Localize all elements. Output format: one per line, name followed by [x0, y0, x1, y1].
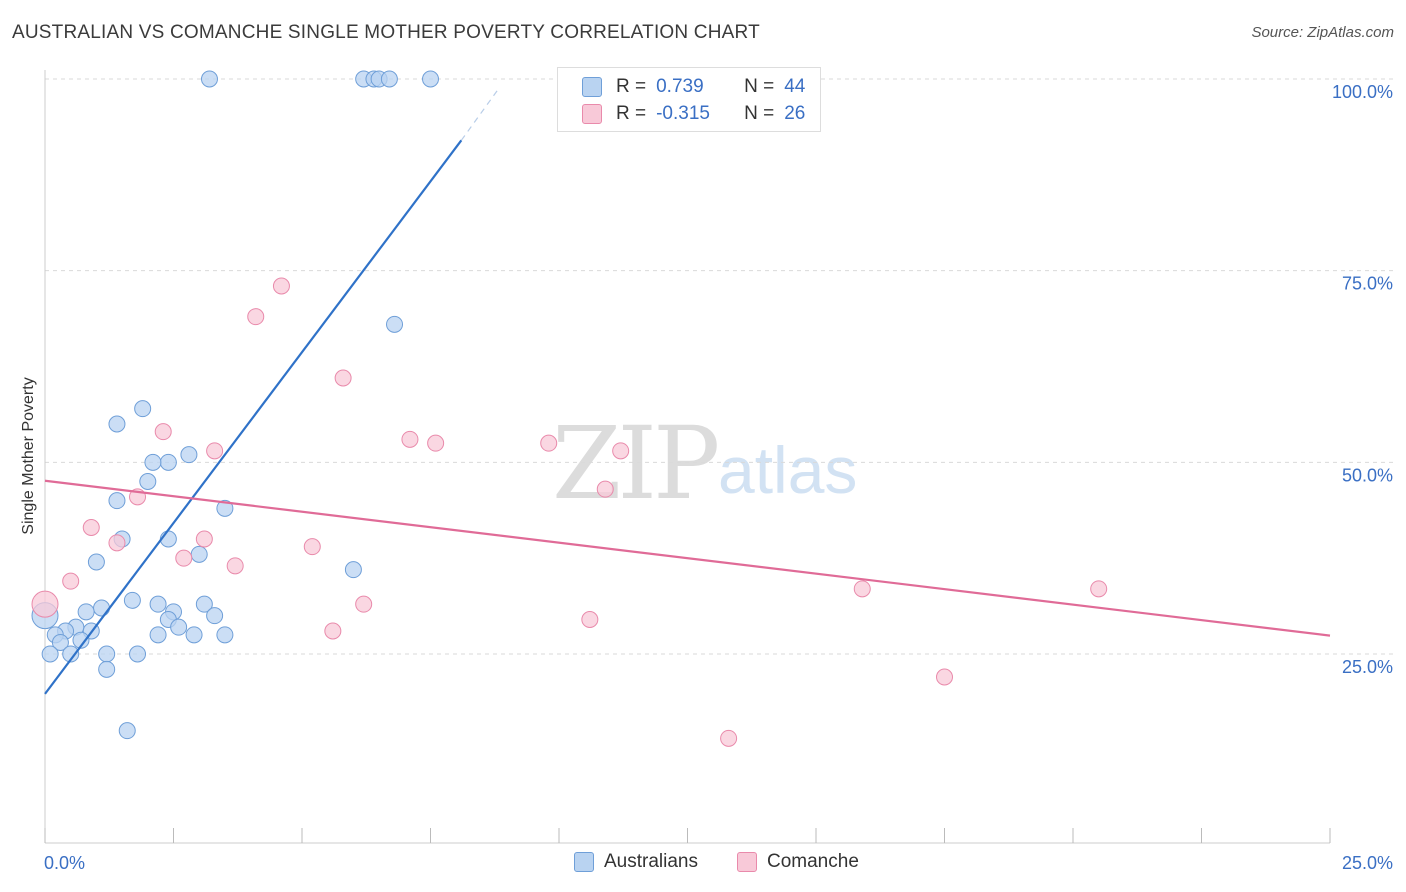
watermark-atlas: atlas [718, 433, 858, 507]
y-tick-label: 25.0% [1342, 657, 1393, 677]
comanche-swatch [582, 104, 602, 124]
australians-point [195, 595, 213, 613]
comanche-point [581, 611, 599, 628]
australians-trendline [44, 139, 463, 695]
australians-point [344, 561, 362, 579]
comanche-point [82, 519, 100, 536]
x-tick-label: 25.0% [1342, 853, 1393, 873]
y-tick-label: 100.0% [1332, 82, 1393, 102]
australians-point [380, 70, 398, 88]
australians-point [139, 473, 157, 490]
australians-point [51, 634, 69, 651]
comanche-point [324, 622, 342, 640]
comanche-point [427, 434, 445, 452]
australians-point [149, 626, 167, 644]
comanche-point [612, 442, 630, 460]
australians-point [180, 446, 198, 464]
australians-point [144, 453, 162, 471]
australians-point [108, 415, 126, 433]
comanche-point [226, 557, 244, 575]
comanche-point [334, 369, 352, 387]
australians-point [77, 603, 95, 621]
n-label: N = [744, 76, 775, 97]
australians-point [159, 453, 177, 471]
n-value: 26 [784, 103, 806, 124]
comanche-point [540, 434, 558, 452]
legend-row-comanche: R = -0.315 N = 26 [582, 102, 805, 126]
x-tick-label: 0.0% [44, 853, 85, 873]
comanche-point [853, 580, 871, 598]
comanche-point [62, 572, 80, 590]
r-value: 0.739 [656, 76, 704, 97]
australians-point [62, 645, 80, 663]
australians-point [386, 315, 404, 333]
australians-point [87, 553, 105, 571]
australians-point [190, 545, 208, 563]
comanche-point [720, 729, 738, 747]
comanche-trendline [44, 479, 1331, 637]
comanche-point [1090, 580, 1108, 598]
australians-point [98, 645, 116, 663]
comanche-point [195, 530, 213, 548]
comanche-label: Comanche [767, 851, 859, 872]
comanche-point [247, 308, 265, 326]
comanche-point [154, 423, 172, 441]
comanche-point [272, 277, 290, 295]
australians-point [149, 595, 167, 613]
y-tick-label: 50.0% [1342, 465, 1393, 485]
comanche-swatch [737, 852, 757, 872]
comanche-point [31, 590, 59, 618]
australians-point [134, 400, 152, 418]
australians-point [72, 631, 90, 649]
correlation-legend: R = 0.739 N = 44 R = -0.315 N = 26 [557, 67, 821, 132]
comanche-point [401, 430, 419, 448]
comanche-point [596, 480, 614, 498]
australians-point [216, 499, 234, 517]
n-value: 44 [784, 76, 806, 97]
australians-point [422, 70, 439, 88]
australians-point [216, 626, 234, 644]
r-label: R = [616, 76, 647, 97]
source-label: Source: ZipAtlas.com [1251, 24, 1394, 41]
bottom-legend-comanche: Comanche [737, 851, 859, 873]
comanche-point [355, 595, 373, 613]
australians-point [123, 591, 141, 609]
comanche-point [206, 442, 224, 460]
australians-point [200, 70, 218, 88]
australians-point [170, 618, 188, 636]
n-label: N = [744, 103, 775, 124]
r-label: R = [616, 103, 647, 124]
legend-row-australians: R = 0.739 N = 44 [582, 75, 805, 99]
australians-point [129, 645, 147, 663]
comanche-point [303, 538, 321, 556]
australians-point [41, 645, 59, 663]
australians-point [93, 599, 111, 617]
australians-trendline-extension [460, 90, 498, 141]
r-value: -0.315 [656, 103, 710, 124]
australians-point [118, 722, 136, 740]
watermark-zip: ZIP [552, 405, 720, 522]
y-tick-label: 75.0% [1342, 274, 1393, 294]
comanche-point [175, 549, 193, 567]
australians-swatch [582, 77, 602, 97]
australians-point [108, 492, 126, 510]
australians-label: Australians [604, 851, 698, 872]
australians-swatch [574, 852, 594, 872]
australians-point [185, 626, 203, 644]
chart-title: AUSTRALIAN VS COMANCHE SINGLE MOTHER POV… [12, 22, 760, 43]
bottom-legend-australians: Australians [574, 851, 698, 873]
comanche-point [108, 534, 126, 552]
australians-point [98, 660, 116, 678]
australians-point [206, 607, 224, 625]
comanche-point [936, 668, 953, 686]
